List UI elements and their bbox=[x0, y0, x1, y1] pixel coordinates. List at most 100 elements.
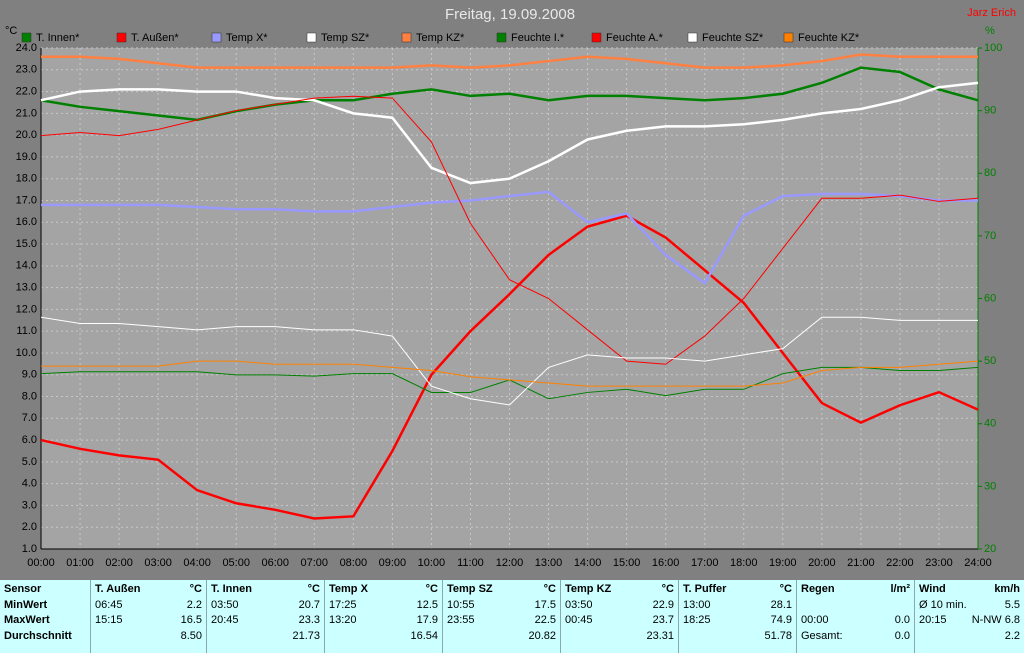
y-tick-label: 3.0 bbox=[22, 499, 37, 511]
legend-marker bbox=[783, 32, 794, 43]
table-cell: 00:45 bbox=[565, 614, 593, 626]
legend-marker bbox=[591, 32, 602, 43]
column-name: Temp SZ bbox=[447, 583, 493, 595]
legend-marker bbox=[306, 32, 317, 43]
table-cell: 03:50 bbox=[565, 598, 593, 611]
table-cell: 20:15 bbox=[919, 614, 947, 626]
legend-label: Feuchte SZ* bbox=[702, 32, 764, 44]
y-tick-label: 18.0 bbox=[16, 173, 37, 185]
table-cell: 16.54 bbox=[410, 629, 438, 642]
table-column: Temp SZ °C 10:55 17.5 23:55 22.5 20.82 bbox=[442, 580, 560, 653]
column-name: T. Puffer bbox=[683, 583, 727, 595]
y-tick-label: 23.0 bbox=[16, 64, 37, 76]
table-row: 17:25 12.5 bbox=[329, 598, 438, 614]
table-cell: 51.78 bbox=[764, 629, 792, 642]
y-tick-label: 12.0 bbox=[16, 303, 37, 315]
y-tick-label: 5.0 bbox=[22, 456, 37, 468]
table-cell: 00:00 bbox=[801, 614, 829, 626]
x-tick-label: 03:00 bbox=[144, 557, 172, 569]
legend-marker bbox=[496, 32, 507, 43]
table-row: 18:25 74.9 bbox=[683, 613, 792, 629]
x-tick-label: 21:00 bbox=[847, 557, 875, 569]
y-tick-label: 22.0 bbox=[16, 85, 37, 97]
series-line bbox=[41, 190, 978, 286]
x-tick-label: 01:00 bbox=[66, 557, 94, 569]
column-name: Temp X bbox=[329, 583, 368, 595]
series-line bbox=[41, 360, 979, 387]
y-tick-label: 15.0 bbox=[16, 238, 37, 250]
y-tick-label: 17.0 bbox=[16, 194, 37, 206]
table-cell: Ø 10 min. bbox=[919, 598, 967, 611]
x-tick-label: 05:00 bbox=[222, 557, 250, 569]
table-cell: 5.5 bbox=[1004, 598, 1020, 611]
y-tick-label: 1.0 bbox=[22, 543, 37, 555]
y-tick-label: 10.0 bbox=[16, 347, 37, 359]
x-tick-label: 12:00 bbox=[496, 557, 524, 569]
x-tick-label: 10:00 bbox=[418, 557, 446, 569]
table-cell: 0.0 bbox=[894, 614, 910, 626]
table-cell: 2.2 bbox=[186, 598, 202, 611]
y2-tick-label: 20 bbox=[984, 543, 996, 555]
table-cell: 13:00 bbox=[683, 598, 711, 611]
table-cell: 0.0 bbox=[894, 629, 910, 642]
y2-tick-label: 90 bbox=[984, 105, 996, 117]
table-cell: 18:25 bbox=[683, 614, 711, 626]
table-column: T. Innen °C 03:50 20.7 20:45 23.3 21.73 bbox=[206, 580, 324, 653]
table-cell: 15:15 bbox=[95, 614, 123, 626]
table-cell: 23.7 bbox=[652, 614, 674, 626]
table-cell: 20.7 bbox=[298, 598, 320, 611]
chart-title: Freitag, 19.09.2008 bbox=[445, 6, 575, 23]
series-line bbox=[40, 81, 979, 185]
legend-label: Temp X* bbox=[226, 32, 268, 44]
x-tick-label: 02:00 bbox=[105, 557, 133, 569]
author: Jarz Erich bbox=[967, 7, 1016, 19]
legend-marker bbox=[21, 32, 32, 43]
table-row: 13:20 17.9 bbox=[329, 613, 438, 629]
table-cell: 03:50 bbox=[211, 598, 239, 611]
column-name: Sensor bbox=[4, 583, 42, 595]
table-cell: 2.2 bbox=[1004, 629, 1020, 642]
y-tick-label: 24.0 bbox=[16, 42, 37, 54]
table-row: 00:45 23.7 bbox=[565, 613, 674, 629]
table-cell: MinWert bbox=[4, 598, 48, 611]
x-tick-label: 13:00 bbox=[535, 557, 563, 569]
column-unit: °C bbox=[189, 583, 202, 595]
x-tick-label: 22:00 bbox=[886, 557, 914, 569]
table-row: 8.50 bbox=[95, 629, 202, 645]
x-tick-label: 20:00 bbox=[808, 557, 836, 569]
series-line bbox=[40, 316, 978, 406]
y-tick-label: 11.0 bbox=[16, 325, 37, 337]
y-tick-label: 6.0 bbox=[22, 434, 37, 446]
table-row: 10:55 17.5 bbox=[447, 598, 556, 614]
table-row: 20:15 N-NW 6.8 bbox=[919, 613, 1020, 629]
y-tick-label: 19.0 bbox=[16, 151, 37, 163]
table-cell: 8.50 bbox=[180, 629, 202, 642]
table-cell: 17.9 bbox=[416, 614, 438, 626]
y2-tick-label: 40 bbox=[984, 418, 996, 430]
table-cell: 23:55 bbox=[447, 614, 475, 626]
legend-label: Feuchte KZ* bbox=[798, 32, 860, 44]
table-column: Sensor MinWert MaxWert Durchschnitt bbox=[0, 580, 90, 653]
table-row: 06:45 2.2 bbox=[95, 598, 202, 614]
table-row: 13:00 28.1 bbox=[683, 598, 792, 614]
table-row: 2.2 bbox=[919, 629, 1020, 645]
series-line bbox=[40, 214, 979, 520]
series-line bbox=[41, 53, 978, 69]
table-row: 20:45 23.3 bbox=[211, 613, 320, 629]
column-name: T. Außen bbox=[95, 583, 141, 595]
y2-tick-label: 80 bbox=[984, 167, 996, 179]
column-name: Temp KZ bbox=[565, 583, 612, 595]
table-cell: 16.5 bbox=[180, 614, 202, 626]
table-row: Durchschnitt bbox=[4, 629, 86, 645]
y2-tick-label: 70 bbox=[984, 230, 996, 242]
table-row: 23:55 22.5 bbox=[447, 613, 556, 629]
table-row: 23.31 bbox=[565, 629, 674, 645]
y-tick-label: 4.0 bbox=[22, 478, 37, 490]
table-row: Ø 10 min. 5.5 bbox=[919, 598, 1020, 614]
column-name: Wind bbox=[919, 583, 946, 595]
x-tick-label: 11:00 bbox=[457, 557, 484, 569]
table-row: 20.82 bbox=[447, 629, 556, 645]
table-column: Temp KZ °C 03:50 22.9 00:45 23.7 23.31 bbox=[560, 580, 678, 653]
table-cell: 23.31 bbox=[646, 629, 674, 642]
y-tick-label: 7.0 bbox=[22, 412, 37, 424]
